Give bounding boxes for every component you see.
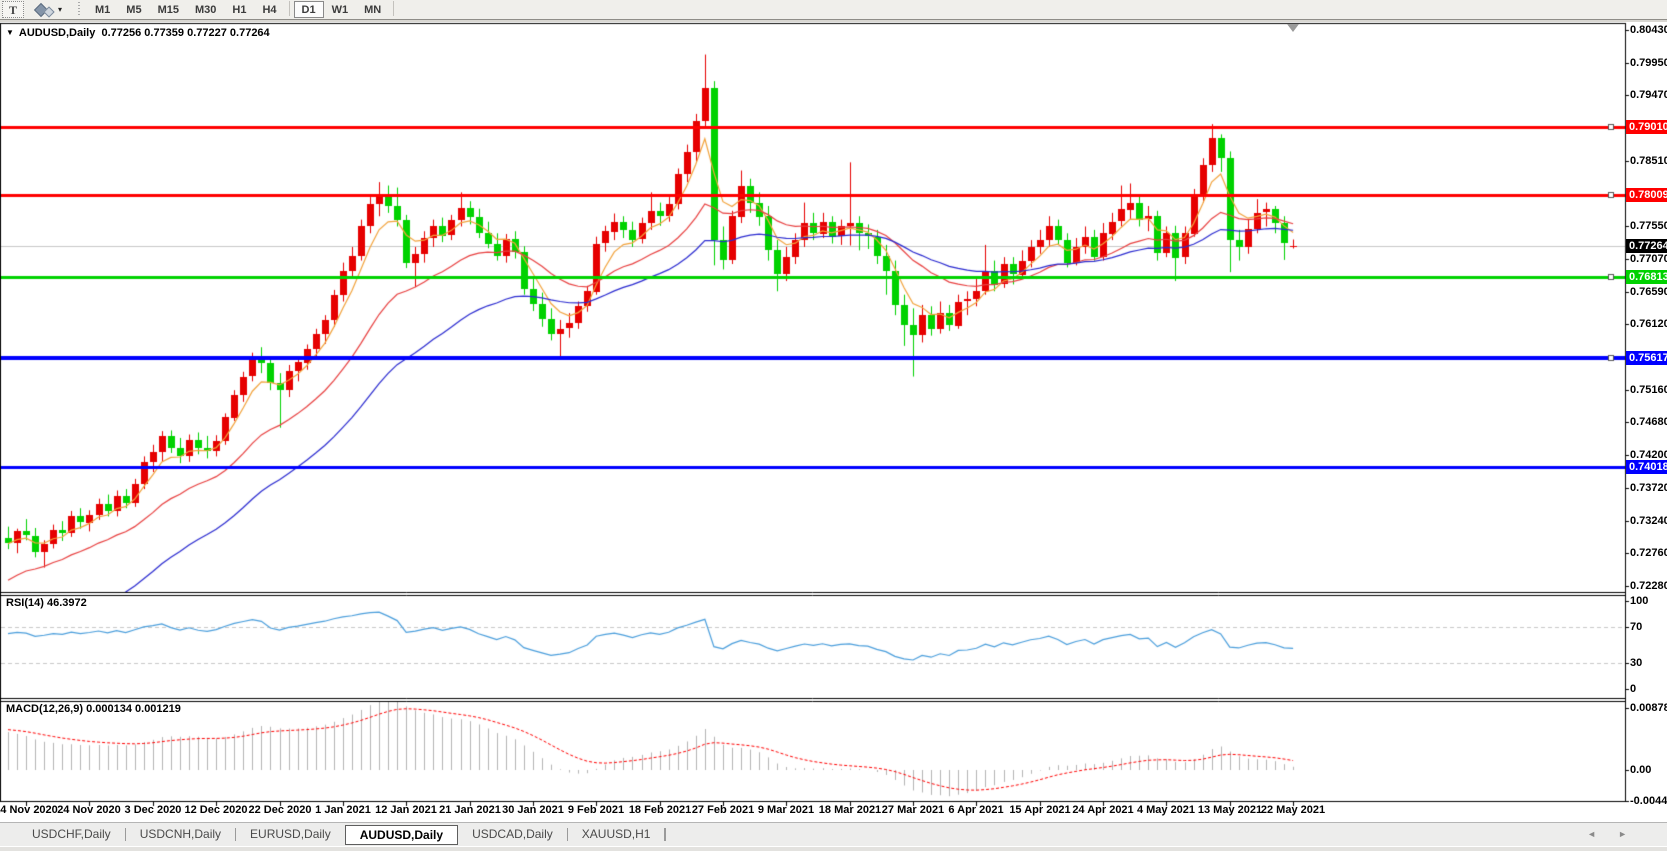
price-level-flag: 0.76813 <box>1626 270 1667 284</box>
date-axis-tick: 30 Jan 2021 <box>502 804 564 816</box>
tab-usdcnh-daily[interactable]: USDCNH,Daily <box>139 827 222 841</box>
macd-indicator-label: MACD(12,26,9) 0.000134 0.001219 <box>6 703 181 715</box>
rsi-indicator-label: RSI(14) 46.3972 <box>6 597 87 609</box>
date-axis-tick: 22 Dec 2020 <box>248 804 312 816</box>
chart-shift-marker-icon <box>1287 24 1299 32</box>
date-axis-tick: 22 May 2021 <box>1260 804 1326 816</box>
rsi-axis-tick: 30 <box>1630 657 1643 669</box>
tab-scroll-right-button[interactable]: ► <box>1618 829 1627 839</box>
price-axis-tick: 0.72280 <box>1630 580 1667 592</box>
date-axis-tick: 27 Mar 2021 <box>881 804 945 816</box>
price-axis-tick: 0.76120 <box>1630 318 1667 330</box>
status-strip <box>0 846 1667 851</box>
date-axis-tick: 1 Jan 2021 <box>315 804 371 816</box>
tab-scroll-left-button[interactable]: ◄ <box>1587 829 1597 839</box>
date-axis-tick: 13 May 2021 <box>1197 804 1263 816</box>
rsi-axis-tick: 100 <box>1630 595 1649 607</box>
price-axis-tick: 0.73240 <box>1630 515 1667 527</box>
chart-title: ▼ AUDUSD,Daily 0.77256 0.77359 0.77227 0.… <box>6 27 270 39</box>
date-axis-tick: 18 Mar 2021 <box>818 804 882 816</box>
macd-axis-tick: 0.00 <box>1630 764 1652 776</box>
price-axis-tick: 0.80430 <box>1630 24 1667 36</box>
expand-triangle-icon[interactable]: ▼ <box>6 28 14 37</box>
chart-tab-bar: USDCHF,Daily USDCNH,Daily EURUSD,Daily AUDU… <box>0 822 1667 846</box>
price-level-flag: 0.75617 <box>1626 351 1667 365</box>
price-level-flag: 0.79010 <box>1626 120 1667 134</box>
tab-divider <box>566 828 568 841</box>
rsi-axis-tick: 70 <box>1630 621 1643 633</box>
tab-divider <box>124 828 126 841</box>
tab-xauusd-h1[interactable]: XAUUSD,H1 <box>581 827 651 841</box>
date-axis-tick: 24 Apr 2021 <box>1072 804 1134 816</box>
price-chart-canvas[interactable] <box>0 0 1667 815</box>
price-axis-tick: 0.75160 <box>1630 384 1667 396</box>
date-axis-tick: 24 Nov 2020 <box>57 804 121 816</box>
tab-audusd-daily[interactable]: AUDUSD,Daily <box>344 824 459 845</box>
price-axis-tick: 0.74200 <box>1630 449 1667 461</box>
date-axis-tick: 12 Dec 2020 <box>184 804 248 816</box>
date-axis-tick: 4 May 2021 <box>1136 804 1196 816</box>
date-axis-tick: 12 Jan 2021 <box>375 804 437 816</box>
price-axis-tick: 0.79470 <box>1630 89 1667 101</box>
price-axis-tick: 0.73720 <box>1630 482 1667 494</box>
date-axis-tick: 9 Feb 2021 <box>567 804 625 816</box>
tab-scroll-buttons: ◄ ► <box>1587 822 1627 846</box>
date-axis-tick: 9 Mar 2021 <box>757 804 815 816</box>
tab-divider <box>665 828 667 841</box>
current-price-flag: 0.77264 <box>1626 239 1667 253</box>
tab-usdchf-daily[interactable]: USDCHF,Daily <box>32 827 111 841</box>
price-axis-tick: 0.77550 <box>1630 220 1667 232</box>
chart-ohlc-values: 0.77256 0.77359 0.77227 0.77264 <box>101 27 270 39</box>
chart-symbol-label: AUDUSD,Daily <box>18 27 96 39</box>
date-axis-tick: 3 Dec 2020 <box>124 804 182 816</box>
date-axis-tick: 27 Feb 2021 <box>691 804 755 816</box>
price-axis-tick: 0.76590 <box>1630 286 1667 298</box>
price-level-flag: 0.74018 <box>1626 460 1667 474</box>
tab-eurusd-daily[interactable]: EURUSD,Daily <box>250 827 331 841</box>
price-level-flag: 0.78009 <box>1626 188 1667 202</box>
price-axis-tick: 0.79950 <box>1630 57 1667 69</box>
macd-axis-tick: 0.008782 <box>1630 702 1667 714</box>
price-axis-tick: 0.77070 <box>1630 253 1667 265</box>
date-axis-tick: 15 Apr 2021 <box>1009 804 1071 816</box>
tab-divider <box>235 828 237 841</box>
rsi-axis-tick: 0 <box>1630 683 1637 695</box>
date-axis-tick: 18 Feb 2021 <box>628 804 692 816</box>
price-axis-tick: 0.74680 <box>1630 416 1667 428</box>
price-axis-tick: 0.72760 <box>1630 547 1667 559</box>
date-axis-tick: 21 Jan 2021 <box>439 804 501 816</box>
macd-axis-tick: -0.00445 <box>1630 795 1667 807</box>
tab-usdcad-daily[interactable]: USDCAD,Daily <box>472 827 553 841</box>
tab-divider <box>664 828 666 841</box>
date-axis-tick: 14 Nov 2020 <box>0 804 58 816</box>
date-axis-tick: 6 Apr 2021 <box>948 804 1004 816</box>
price-axis-tick: 0.78510 <box>1630 155 1667 167</box>
